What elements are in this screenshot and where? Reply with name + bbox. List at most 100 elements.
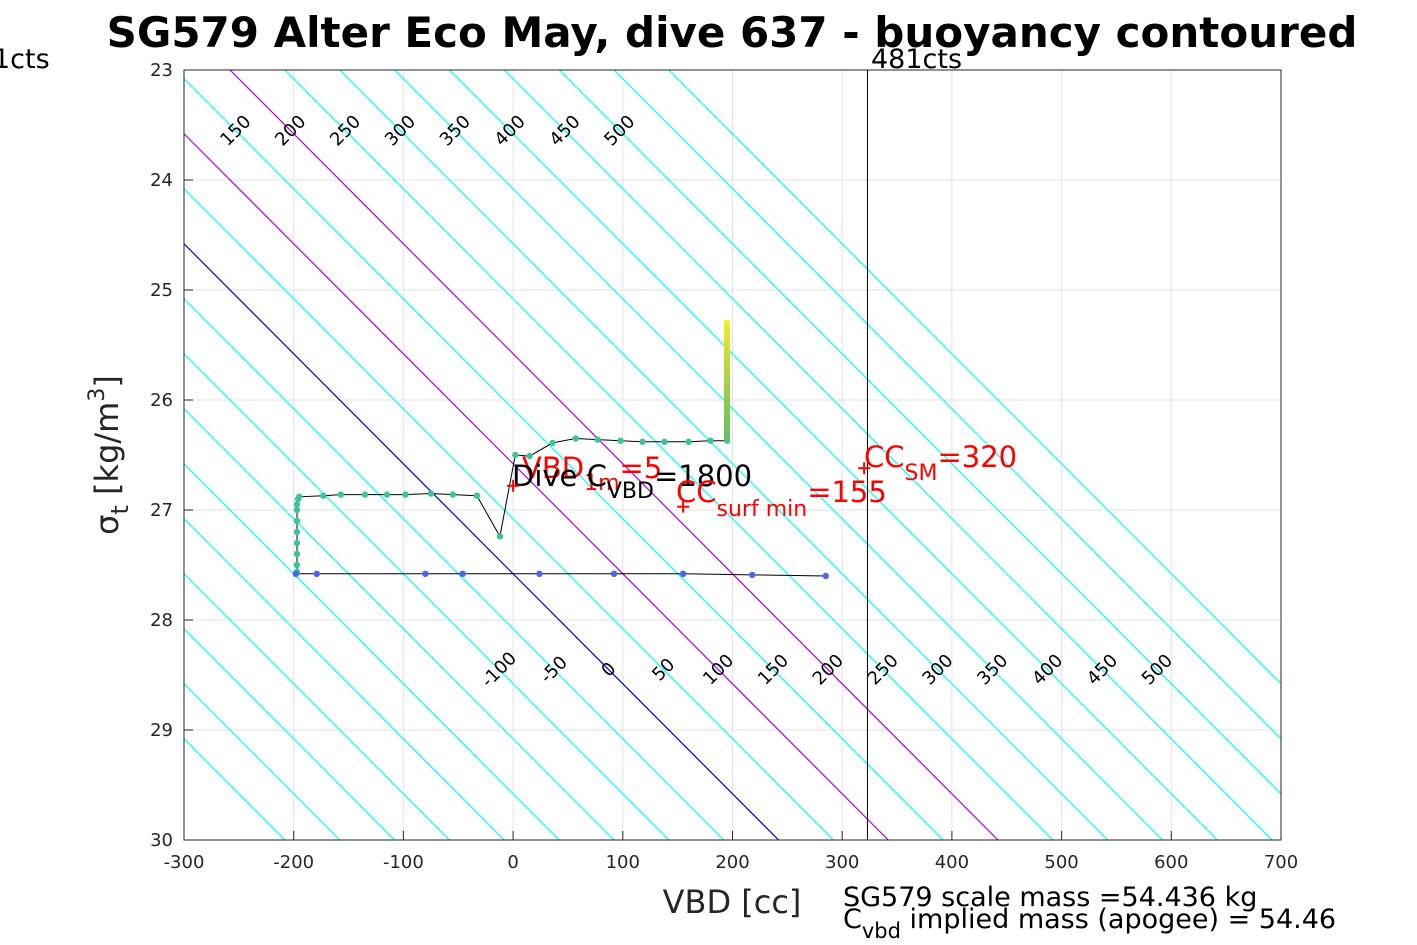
- left-cts-label: 1cts: [0, 44, 50, 75]
- data-point: [293, 517, 301, 525]
- data-point: [293, 528, 301, 536]
- data-point: [361, 491, 369, 498]
- contour-line-cyan: [184, 517, 505, 840]
- scale-mass-note: SG579 scale mass =54.436 kg: [843, 882, 1257, 913]
- data-point: [572, 435, 579, 442]
- data-point: [293, 506, 301, 514]
- data-point: [292, 570, 300, 577]
- y-label-sub: t: [106, 505, 134, 514]
- right-cts-label: 481cts: [871, 44, 962, 75]
- y-label-close: ]: [88, 375, 126, 387]
- contour-line-cyan: [284, 70, 1054, 840]
- buoyancy-contours: [184, 70, 1281, 840]
- data-point: [383, 491, 391, 498]
- data-point: [459, 570, 466, 577]
- y-label-sup: 3: [85, 388, 110, 402]
- contour-line-magenta: [229, 70, 999, 840]
- data-point: [293, 501, 301, 508]
- x-tick-label: -200: [273, 852, 314, 873]
- y-tick-label: 27: [150, 500, 173, 521]
- contour-line-zero: [184, 242, 779, 840]
- vbd-1m-label: VBD1m=5: [522, 451, 662, 496]
- contour-line-cyan: [184, 352, 670, 840]
- y-tick-label: 24: [150, 170, 173, 191]
- implied-mass-note: Cvbd implied mass (apogee) = 54.46: [843, 904, 1336, 943]
- data-point: [449, 491, 456, 498]
- data-point: [402, 491, 409, 498]
- x-tick-label: -300: [164, 852, 205, 873]
- y-tick-label: 25: [150, 280, 173, 301]
- data-point: [749, 571, 756, 579]
- contour-line-cyan: [613, 70, 1281, 740]
- cc-sm-label: CCSM=320: [864, 440, 1017, 486]
- contour-line-cyan: [184, 682, 341, 840]
- y-axis-label: σt [kg/m3]: [85, 375, 134, 535]
- data-point: [610, 570, 618, 577]
- y-label-symbol: σ: [88, 515, 126, 535]
- data-point: [427, 490, 435, 497]
- x-tick-label: 300: [825, 852, 859, 873]
- contour-line-cyan: [184, 627, 396, 840]
- contour-line-cyan: [184, 572, 450, 840]
- data-points: [292, 319, 829, 580]
- contour-line-cyan: [558, 70, 1281, 795]
- chart-title: SG579 Alter Eco May, dive 637 - buoyancy…: [107, 8, 1358, 57]
- data-point: [422, 570, 429, 577]
- annotations: VBD1m=5 Dive CVBD=1800 CCsurf min=155 CC…: [507, 440, 1017, 522]
- x-axis-ticks: -300 -200 -100 0 100 200 300 400 500 600 700: [164, 831, 1298, 873]
- data-point: [536, 570, 543, 577]
- y-tick-label: 28: [150, 610, 173, 631]
- contour-line-magenta: [184, 132, 889, 840]
- data-point: [679, 570, 687, 577]
- x-tick-label: 0: [507, 852, 518, 873]
- data-point: [822, 572, 829, 580]
- data-point: [707, 437, 714, 444]
- y-tick-label: 26: [150, 390, 173, 411]
- y-tick-label: 23: [150, 60, 173, 81]
- contour-line-cyan: [184, 407, 615, 840]
- contour-line-cyan: [503, 70, 1273, 840]
- contour-line-cyan: [184, 187, 834, 840]
- contour-line-cyan: [449, 70, 1218, 840]
- x-tick-label: 500: [1044, 852, 1078, 873]
- y-label-unit: [kg/m: [88, 402, 126, 495]
- x-tick-label: 700: [1264, 852, 1298, 873]
- x-tick-label: 200: [715, 852, 749, 873]
- data-point: [639, 438, 646, 445]
- x-tick-label: 400: [935, 852, 969, 873]
- contour-line-cyan: [184, 77, 944, 840]
- y-axis-ticks: 23 24 25 26 27 28 29 30: [150, 60, 193, 851]
- cc-surf-min-label: CCsurf min=155: [676, 475, 887, 522]
- x-tick-label: 100: [606, 852, 640, 873]
- surface-points-bar: [724, 319, 731, 441]
- contour-line-cyan: [668, 70, 1281, 685]
- data-point: [496, 533, 504, 540]
- data-point: [512, 451, 519, 459]
- contour-line-cyan: [184, 462, 560, 840]
- data-point: [295, 493, 303, 500]
- data-point: [337, 491, 345, 498]
- data-point: [594, 436, 601, 443]
- y-tick-label: 29: [150, 720, 173, 741]
- contour-line-cyan: [394, 70, 1163, 840]
- data-point: [685, 438, 692, 445]
- x-axis-label: VBD [cc]: [663, 883, 802, 921]
- data-point: [661, 438, 668, 445]
- data-point: [320, 492, 327, 499]
- data-point: [293, 550, 301, 558]
- data-point: [549, 439, 556, 447]
- data-point: [293, 539, 301, 547]
- y-tick-label: 30: [150, 830, 173, 851]
- data-point: [293, 561, 301, 569]
- x-tick-label: -100: [383, 852, 424, 873]
- data-point: [313, 570, 320, 577]
- data-point: [473, 492, 481, 499]
- data-point: [526, 452, 533, 460]
- contour-line-cyan: [339, 70, 1109, 840]
- svg-text:σt [kg/m3]: σt [kg/m3]: [85, 375, 134, 535]
- data-point: [617, 437, 624, 444]
- dive-cvbd-label: Dive CVBD=1800: [512, 459, 752, 504]
- x-tick-label: 600: [1154, 852, 1188, 873]
- contour-line-cyan: [184, 297, 725, 840]
